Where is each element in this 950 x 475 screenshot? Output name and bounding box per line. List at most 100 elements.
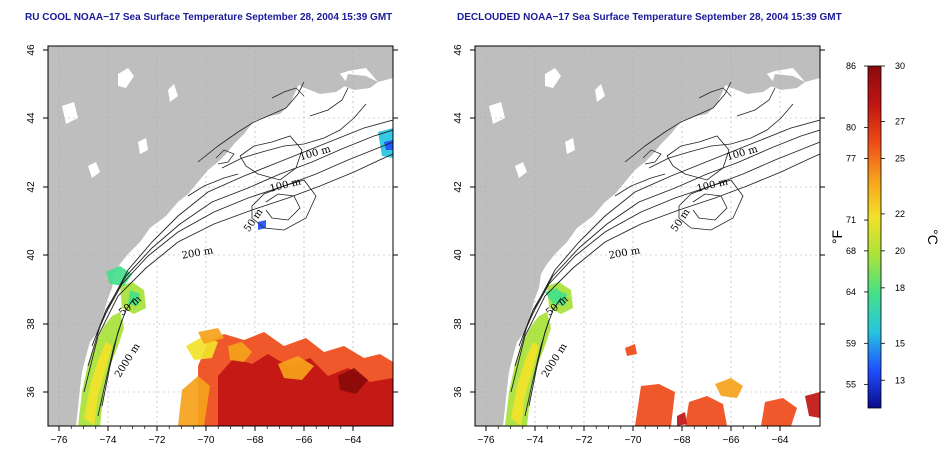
right-lat-ticks: 36 38 40 42 44 46 [453,44,825,398]
sst-patch [685,396,727,426]
bathymetry-contour [692,193,728,221]
right-frame [474,45,821,427]
sst-patch [178,376,210,426]
sst-patch [635,384,675,426]
lake [138,138,148,154]
lake [168,84,178,102]
bathymetry-contour [197,81,305,163]
celsius-tick-label: 15 [895,338,905,348]
lake [62,102,78,124]
bathymetry-contour [271,87,305,99]
sst-patch [511,342,539,426]
fahrenheit-tick-label: 80 [846,123,856,133]
lake [595,84,605,102]
lake [515,162,527,178]
bathymetry-contour [95,119,393,337]
bathymetry-contour [524,319,550,417]
celsius-tick-label: 27 [895,116,905,126]
land-mass [727,70,775,94]
bathymetry-contour [265,193,301,221]
celsius-tick-label: 25 [895,153,905,163]
bathymetry-contour [510,153,820,393]
lat-tick-label: 46 [26,44,37,56]
left-panel-title: RU COOL NOAA−17 Sea Surface Temperature … [25,12,392,23]
fahrenheit-scale: 86 80 77 71 68 64 59 55 [846,61,868,389]
lake [118,68,134,88]
left-sst-patches [78,128,393,426]
lon-tick-label: −70 [198,435,215,446]
bathymetry-contour [698,87,732,99]
land-mass [48,46,393,426]
lon-tick-label: −76 [478,435,495,446]
left-lon-ticks: −76 −74 −72 −70 −68 −66 −64 [51,426,362,446]
bathymetry-contour [518,129,820,347]
lon-tick-label: −66 [296,435,313,446]
celsius-tick-label: 18 [895,283,905,293]
sst-patch [198,328,224,344]
right-gridlines [475,46,820,426]
fahrenheit-tick-label: 64 [846,287,856,297]
land-mass [300,70,348,94]
left-land [48,46,393,426]
fahrenheit-tick-label: 59 [846,338,856,348]
lat-tick-label: 46 [453,44,464,56]
lon-tick-label: −68 [674,435,691,446]
celsius-unit-label: °C [925,229,941,245]
lat-tick-label: 42 [26,181,37,193]
lat-tick-label: 36 [26,386,37,398]
bathymetry-contour [624,81,732,163]
sst-patch [278,356,314,380]
bathymetry-contour [736,87,776,117]
lon-tick-label: −66 [723,435,740,446]
sst-patch [715,378,743,398]
fahrenheit-tick-label: 55 [846,379,856,389]
colorbar-gradient [867,65,882,409]
lon-tick-label: −74 [527,435,544,446]
sst-patch [677,412,687,426]
bathymetry-contour [642,149,662,165]
celsius-tick-label: 30 [895,61,905,71]
celsius-tick-label: 20 [895,246,905,256]
bathymetry-contour [309,87,349,117]
lon-tick-label: −68 [247,435,264,446]
left-lat-ticks: 36 38 40 42 44 46 [26,44,398,398]
sst-patch [338,368,368,394]
fahrenheit-tick-label: 86 [846,61,856,71]
sst-patch [106,266,132,286]
bathymetry-contour [648,103,794,169]
lake [88,162,100,178]
celsius-scale: 30 27 25 22 20 18 15 13 [881,61,905,385]
lat-tick-label: 38 [453,318,464,330]
lon-tick-label: −72 [576,435,593,446]
fahrenheit-tick-label: 77 [846,153,856,163]
left-frame [47,45,394,427]
bathymetry-contour [666,135,730,181]
bathymetry-contour [187,173,239,197]
lon-tick-label: −72 [149,435,166,446]
lat-tick-label: 44 [453,112,464,124]
sst-patch [761,398,797,426]
lat-tick-label: 40 [26,249,37,261]
lon-tick-label: −64 [772,435,789,446]
bathymetry-contour [221,103,367,169]
bathymetry-contour [678,179,744,231]
lon-tick-label: −70 [625,435,642,446]
fahrenheit-tick-label: 71 [846,215,856,225]
right-lon-ticks: −76 −74 −72 −70 −68 −66 −64 [478,426,789,446]
bathymetry-contour [614,173,666,197]
lat-tick-label: 42 [453,181,464,193]
temperature-colorbar: 86 80 77 71 68 64 59 55 30 27 25 22 20 18 15 13 °F °C [829,61,941,409]
bathymetry-contour [251,179,317,231]
lon-tick-label: −74 [100,435,117,446]
lat-tick-label: 40 [453,249,464,261]
lat-tick-label: 36 [453,386,464,398]
sst-patch [228,342,252,362]
bathymetry-contour [97,319,123,417]
land-mass [771,74,805,90]
land-mass [344,74,378,90]
fahrenheit-tick-label: 68 [846,246,856,256]
lon-tick-label: −76 [51,435,68,446]
lat-tick-label: 44 [26,112,37,124]
bathymetry-contour [91,129,393,347]
bathymetry-contour [215,149,235,165]
